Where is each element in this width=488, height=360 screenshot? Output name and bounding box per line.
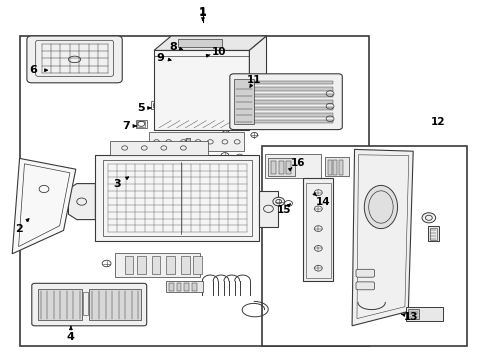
Polygon shape	[249, 36, 266, 130]
Bar	[325, 157, 348, 176]
Text: 12: 12	[429, 117, 444, 127]
Bar	[83, 292, 88, 315]
Polygon shape	[154, 36, 266, 50]
Text: 11: 11	[246, 75, 261, 85]
Bar	[38, 289, 81, 320]
Bar	[305, 183, 330, 278]
Text: 3: 3	[113, 179, 121, 189]
Bar	[407, 309, 418, 319]
Bar	[261, 146, 466, 346]
Bar	[95, 155, 259, 241]
Ellipse shape	[203, 52, 211, 55]
Bar	[333, 160, 337, 175]
Bar	[237, 113, 332, 117]
Bar	[151, 256, 160, 274]
Bar	[267, 158, 294, 176]
Bar	[102, 160, 251, 236]
Bar	[237, 100, 332, 104]
Bar	[303, 178, 333, 281]
Bar	[173, 53, 184, 61]
Bar	[110, 141, 208, 155]
Text: 5: 5	[137, 103, 144, 113]
Text: 14: 14	[315, 197, 329, 207]
Bar	[237, 81, 332, 84]
FancyBboxPatch shape	[229, 74, 342, 130]
Bar	[136, 120, 146, 128]
Text: 16: 16	[290, 158, 305, 168]
Text: 1: 1	[199, 8, 206, 18]
FancyBboxPatch shape	[355, 269, 374, 277]
Ellipse shape	[203, 40, 211, 43]
Bar	[124, 256, 133, 274]
Bar	[185, 41, 193, 52]
Bar	[339, 160, 343, 175]
Bar	[237, 87, 332, 91]
Bar	[150, 101, 161, 109]
Bar	[237, 120, 332, 123]
Bar	[166, 256, 175, 274]
Bar	[176, 283, 181, 291]
Bar	[20, 36, 368, 346]
Bar	[184, 283, 189, 291]
Text: 1: 1	[199, 7, 206, 17]
Bar	[178, 39, 222, 47]
Bar	[149, 132, 244, 151]
Polygon shape	[259, 191, 277, 227]
Bar	[137, 121, 145, 127]
Text: 7: 7	[122, 121, 130, 131]
Bar	[154, 50, 249, 130]
Bar	[237, 94, 332, 97]
Ellipse shape	[185, 51, 193, 53]
FancyBboxPatch shape	[32, 283, 146, 326]
Polygon shape	[12, 158, 76, 254]
Bar	[115, 253, 200, 277]
Bar	[193, 256, 202, 274]
Ellipse shape	[364, 185, 397, 229]
Bar	[152, 103, 159, 107]
Ellipse shape	[185, 40, 193, 42]
Polygon shape	[68, 184, 95, 220]
Text: 8: 8	[169, 42, 177, 52]
Bar	[89, 289, 141, 320]
Text: 15: 15	[276, 204, 290, 215]
FancyBboxPatch shape	[27, 36, 122, 83]
Bar	[285, 161, 290, 174]
Text: 10: 10	[211, 47, 226, 57]
Bar	[427, 226, 438, 241]
Bar	[181, 256, 189, 274]
Bar	[429, 228, 436, 240]
Bar	[237, 107, 332, 110]
Bar	[278, 161, 283, 174]
Bar	[264, 154, 321, 178]
Polygon shape	[351, 149, 412, 326]
Text: 2: 2	[15, 224, 22, 234]
Text: 13: 13	[403, 312, 417, 322]
Circle shape	[421, 213, 435, 223]
Bar	[137, 256, 145, 274]
Bar	[271, 161, 276, 174]
Bar	[233, 79, 254, 124]
Bar	[192, 283, 197, 291]
Bar	[405, 307, 442, 321]
Bar	[185, 138, 189, 145]
Text: 4: 4	[67, 332, 75, 342]
Text: 9: 9	[156, 53, 164, 63]
Text: 6: 6	[29, 65, 37, 75]
Bar	[168, 283, 173, 291]
Bar	[203, 42, 211, 53]
Bar	[166, 281, 203, 292]
Bar	[327, 160, 331, 175]
FancyBboxPatch shape	[355, 282, 374, 290]
Circle shape	[272, 197, 284, 206]
